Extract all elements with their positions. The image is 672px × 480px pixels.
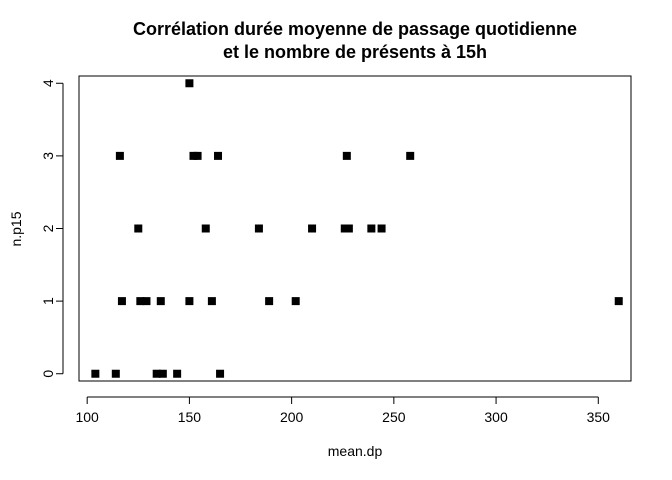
y-tick-label: 4 — [40, 79, 56, 87]
x-tick-label: 350 — [587, 409, 611, 425]
x-tick-label: 300 — [484, 409, 508, 425]
x-tick-label: 200 — [280, 409, 304, 425]
x-tick-label: 100 — [75, 409, 99, 425]
data-point — [193, 151, 202, 160]
chart-title-line-2: et le nombre de présents à 15h — [223, 42, 487, 62]
data-point — [614, 297, 623, 306]
data-point — [152, 369, 161, 378]
data-point — [406, 151, 415, 160]
data-point — [142, 297, 151, 306]
data-point — [207, 297, 216, 306]
data-point — [344, 224, 353, 233]
data-point — [367, 224, 376, 233]
data-point — [158, 369, 167, 378]
chart-title-line-1: Corrélation durée moyenne de passage quo… — [133, 19, 577, 39]
y-tick-label: 2 — [40, 224, 56, 232]
data-point — [156, 297, 165, 306]
plot-frame — [78, 75, 632, 382]
data-point — [216, 369, 225, 378]
data-point — [201, 224, 210, 233]
x-axis: 100 150 200 250 300 350 — [75, 396, 611, 425]
x-tick-label: 250 — [382, 409, 406, 425]
y-tick-label: 3 — [40, 152, 56, 160]
y-axis-label: n.p15 — [8, 211, 24, 246]
data-point — [214, 151, 223, 160]
data-point — [189, 151, 198, 160]
y-tick-label: 0 — [40, 370, 56, 378]
data-point — [185, 297, 194, 306]
data-point — [342, 151, 351, 160]
data-point — [173, 369, 182, 378]
data-point — [134, 224, 143, 233]
data-point — [115, 151, 124, 160]
data-point — [340, 224, 349, 233]
data-point — [265, 297, 274, 306]
data-point — [377, 224, 386, 233]
data-point — [111, 369, 120, 378]
x-axis-label: mean.dp — [328, 443, 383, 459]
y-tick-label: 1 — [40, 297, 56, 305]
data-point — [185, 79, 194, 88]
y-axis: 0 1 2 3 4 — [40, 79, 64, 378]
data-point — [117, 297, 126, 306]
data-point — [308, 224, 317, 233]
x-tick-label: 150 — [178, 409, 202, 425]
data-point — [291, 297, 300, 306]
data-point — [136, 297, 145, 306]
data-points — [91, 79, 623, 378]
data-point — [254, 224, 263, 233]
data-point — [91, 369, 100, 378]
